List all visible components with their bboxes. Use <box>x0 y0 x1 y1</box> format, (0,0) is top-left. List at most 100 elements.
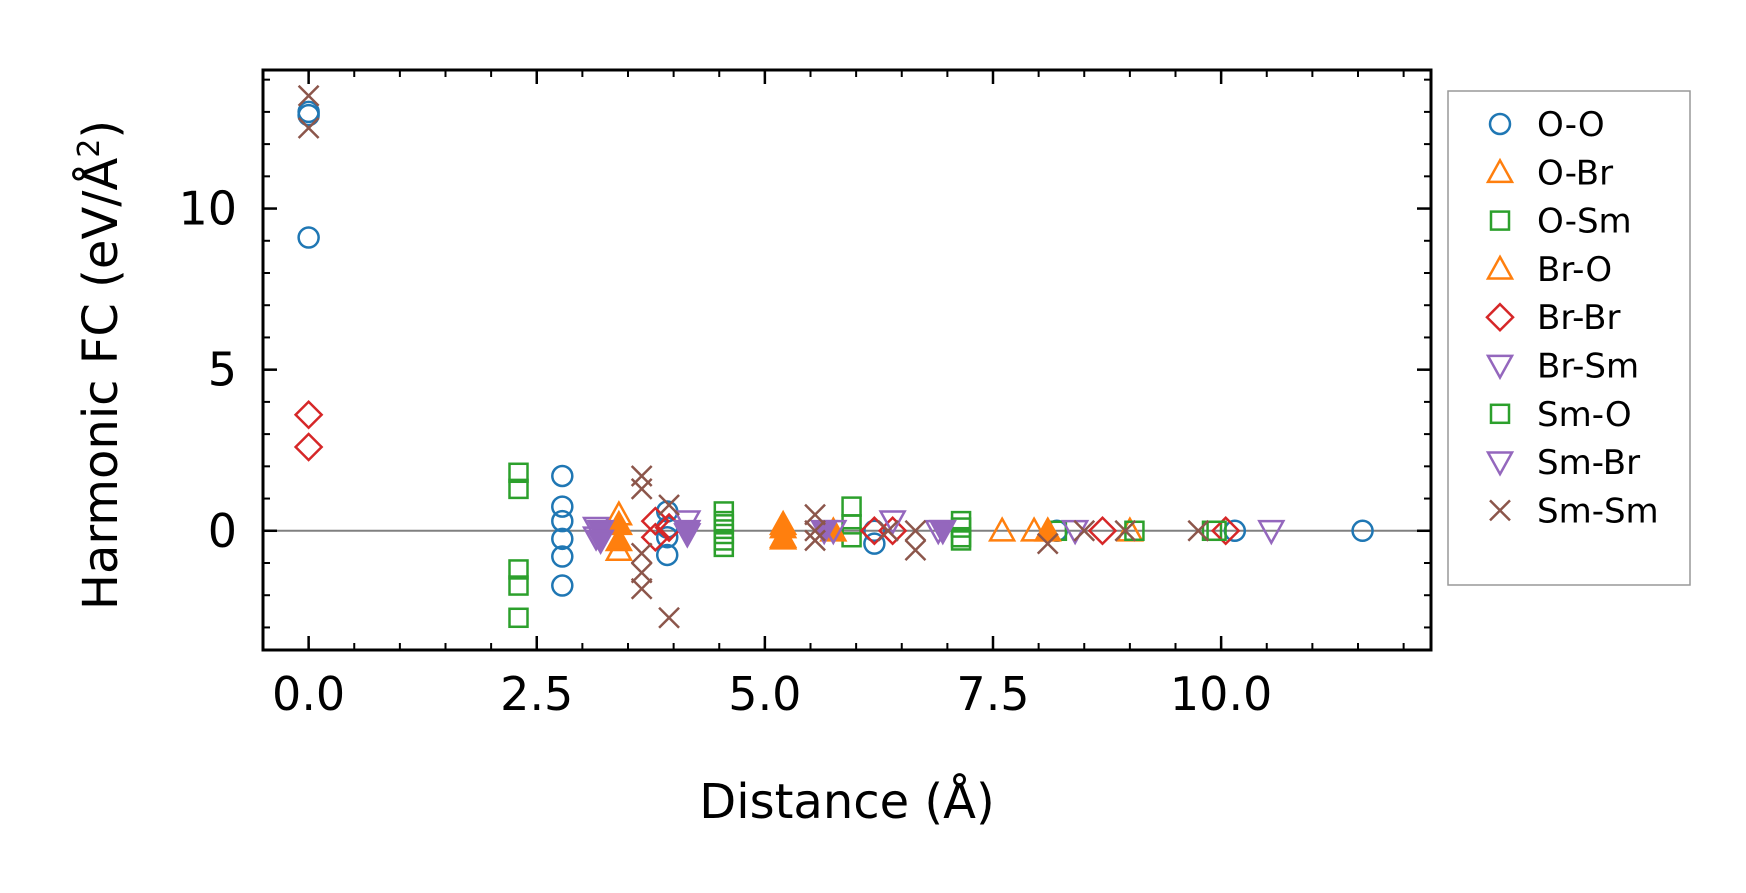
point-sm-sm <box>1073 519 1096 542</box>
y-tick-label: 0 <box>208 504 237 558</box>
point-o-sm <box>841 496 862 517</box>
x-tick-label: 5.0 <box>728 667 801 721</box>
legend-label-o-br: O-Br <box>1537 153 1613 193</box>
point-sm-sm <box>904 539 927 561</box>
point-o-o <box>297 103 320 127</box>
point-sm-sm <box>630 577 653 600</box>
legend-label-sm-br: Sm-Br <box>1537 443 1640 483</box>
point-sm-sm <box>297 117 320 139</box>
point-o-sm <box>508 559 529 580</box>
point-o-br <box>988 516 1017 542</box>
point-o-sm <box>508 462 529 484</box>
legend-label-sm-o: Sm-O <box>1537 395 1632 435</box>
point-sm-br <box>673 519 702 546</box>
legend-marker-sm-o <box>1489 403 1511 425</box>
legend-marker-o-br <box>1485 157 1515 184</box>
point-sm-sm <box>630 561 653 584</box>
point-sm-sm <box>630 478 653 500</box>
point-sm-o <box>713 514 735 535</box>
data-points <box>293 84 1374 629</box>
legend-label-sm-sm: Sm-Sm <box>1537 491 1659 531</box>
legend-marker-o-sm <box>1489 210 1511 231</box>
point-br-br <box>1087 516 1118 546</box>
series-sm-sm <box>297 84 1210 629</box>
minor-ticks <box>262 70 1431 650</box>
x-tick-label: 0.0 <box>272 667 345 721</box>
point-sm-sm <box>804 529 826 552</box>
legend-label-o-o: O-O <box>1537 105 1605 145</box>
point-o-o <box>863 532 886 555</box>
point-sm-sm <box>804 519 826 542</box>
point-br-o <box>769 524 798 550</box>
point-sm-sm <box>877 519 899 542</box>
point-o-o <box>655 543 679 567</box>
point-sm-br <box>928 519 957 546</box>
y-axis-label-close: ) <box>73 120 129 139</box>
point-sm-sm <box>297 84 320 107</box>
legend-marker-br-sm <box>1485 354 1515 381</box>
point-sm-sm <box>904 519 927 542</box>
x-tick-label: 2.5 <box>500 667 573 721</box>
y-tick-label: 10 <box>178 182 237 236</box>
legend: O-O O-Br O-Sm Br-O Br-Br Br-Sm Sm-O Sm-Br Sm-Sm <box>1447 90 1691 586</box>
point-br-br <box>293 432 324 462</box>
legend-marker-sm-sm <box>1489 499 1511 522</box>
point-o-sm <box>508 607 529 629</box>
legend-frame <box>1447 90 1691 586</box>
point-br-br <box>640 506 671 536</box>
point-br-sm <box>1257 519 1286 546</box>
legend-marker-o-o <box>1488 112 1512 136</box>
point-sm-sm <box>1114 519 1137 542</box>
point-o-sm <box>713 536 735 558</box>
point-o-o <box>551 495 574 518</box>
point-o-o <box>551 509 574 533</box>
point-sm-o <box>713 530 735 551</box>
point-br-br <box>293 400 324 430</box>
legend-label-br-br: Br-Br <box>1537 298 1621 338</box>
point-br-o <box>1033 516 1062 542</box>
point-o-o <box>1351 519 1374 543</box>
y-axis-label-main: Harmonic FC (eV/Å <box>72 158 129 611</box>
point-sm-br <box>586 529 615 556</box>
x-tick-labels: 0.0 2.5 5.0 7.5 10.0 <box>272 667 1272 721</box>
plot-frame <box>261 68 1433 652</box>
point-br-sm <box>878 510 907 536</box>
x-axis-label: Distance (Å) <box>699 773 994 830</box>
y-axis-label: Harmonic FC (eV/Å2) <box>72 120 129 610</box>
major-ticks <box>263 70 1431 650</box>
y-tick-labels: 0 5 10 <box>178 182 237 558</box>
legend-label-o-sm: O-Sm <box>1537 202 1632 242</box>
point-o-o <box>863 519 886 543</box>
point-o-sm <box>508 478 529 500</box>
point-o-o <box>551 545 574 568</box>
legend-label-br-sm: Br-Sm <box>1537 347 1639 387</box>
legend-label-br-o: Br-O <box>1537 250 1612 290</box>
legend-marker-sm-br <box>1485 451 1515 477</box>
x-tick-label: 7.5 <box>956 667 1029 721</box>
point-o-o <box>297 226 320 249</box>
point-sm-sm <box>630 542 653 565</box>
point-br-br <box>1210 516 1241 546</box>
point-o-sm <box>508 575 529 596</box>
series-br-br <box>293 400 1241 552</box>
y-tick-label: 5 <box>208 343 237 397</box>
x-tick-label: 10.0 <box>1170 667 1272 721</box>
point-sm-sm <box>1036 532 1059 555</box>
point-o-o <box>551 574 574 597</box>
point-o-br <box>1019 516 1049 542</box>
point-o-o <box>551 527 574 551</box>
point-o-o <box>655 525 679 549</box>
legend-marker-br-o <box>1485 254 1515 280</box>
legend-marker-br-br <box>1485 302 1515 332</box>
point-o-o <box>551 464 574 488</box>
point-br-o <box>604 525 633 552</box>
point-sm-sm <box>658 606 680 629</box>
y-axis-label-sup: 2 <box>72 139 107 158</box>
point-sm-sm <box>658 494 680 516</box>
point-sm-o <box>1206 520 1227 542</box>
point-br-br <box>640 522 671 552</box>
point-sm-o <box>950 530 972 551</box>
point-sm-sm <box>1187 519 1210 542</box>
point-sm-sm <box>804 503 826 526</box>
